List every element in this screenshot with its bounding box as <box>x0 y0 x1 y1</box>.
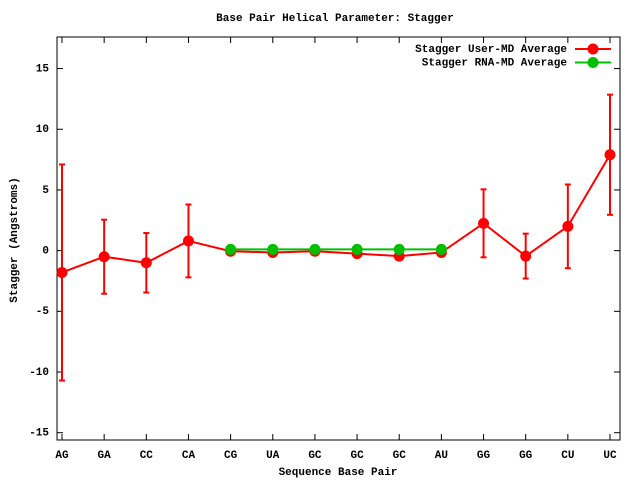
legend-label: Stagger User-MD Average <box>415 44 567 56</box>
y-tick-label: 5 <box>42 185 49 197</box>
point <box>140 257 152 269</box>
x-tick-label: CC <box>140 450 154 462</box>
x-tick-label: UA <box>266 450 280 462</box>
point <box>604 149 616 161</box>
point <box>267 243 279 255</box>
point <box>520 250 532 262</box>
x-tick-label: GA <box>98 450 112 462</box>
y-tick-label: -10 <box>29 367 49 379</box>
y-tick-label: 10 <box>36 124 49 136</box>
x-tick-label: AG <box>55 450 69 462</box>
x-tick-label: CA <box>182 450 196 462</box>
point <box>309 243 321 255</box>
point <box>562 220 574 232</box>
plot-frame <box>56 36 621 441</box>
y-axis-label: Stagger (Angstroms) <box>9 177 21 302</box>
x-tick-label: GC <box>393 450 407 462</box>
chart-title: Base Pair Helical Parameter: Stagger <box>216 13 454 25</box>
x-tick-label: CG <box>224 450 238 462</box>
x-tick-label: GC <box>350 450 364 462</box>
point <box>98 251 110 263</box>
series-line <box>61 154 611 274</box>
point <box>56 266 68 278</box>
x-tick-label: CU <box>561 450 574 462</box>
legend-marker <box>587 43 599 55</box>
point <box>435 243 447 255</box>
x-axis-label: Sequence Base Pair <box>279 467 398 479</box>
legend-marker <box>587 57 599 68</box>
x-tick-label: GG <box>477 450 491 462</box>
point <box>478 217 490 229</box>
point <box>225 243 237 255</box>
y-tick-label: 15 <box>36 63 50 75</box>
x-tick-label: GG <box>519 450 533 462</box>
legend-label: Stagger RNA-MD Average <box>422 57 568 69</box>
y-tick-label: -15 <box>29 428 49 440</box>
x-tick-label: GC <box>308 450 322 462</box>
x-tick-label: UC <box>603 450 617 462</box>
x-tick-label: AU <box>435 450 448 462</box>
y-tick-label: -5 <box>36 306 50 318</box>
point <box>393 243 405 255</box>
point <box>351 243 363 255</box>
point <box>182 235 194 247</box>
y-tick-label: 0 <box>42 246 49 258</box>
